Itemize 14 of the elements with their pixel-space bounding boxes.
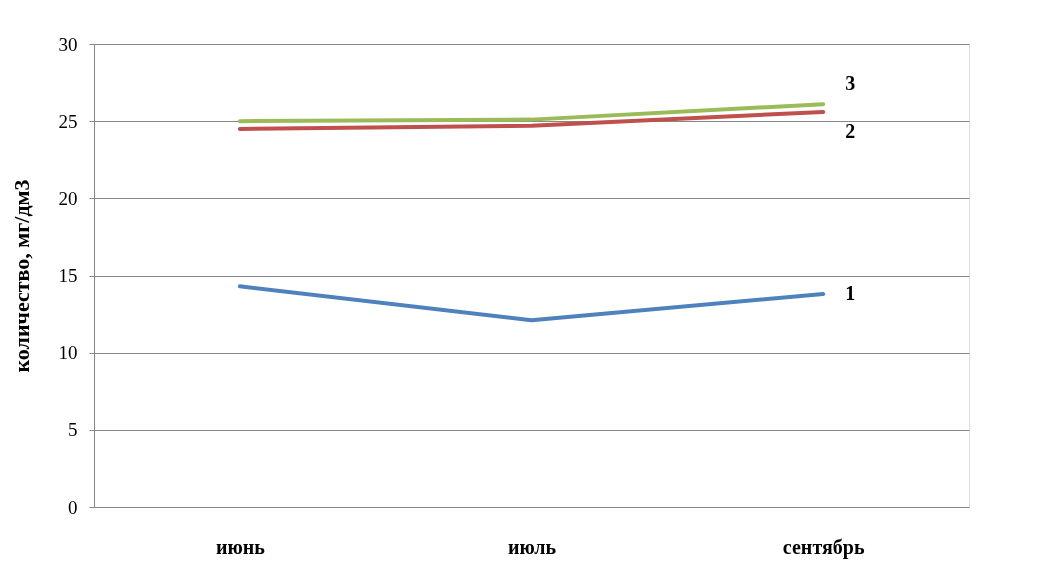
series-label: 2 [845, 119, 856, 142]
y-tick-label: 30 [58, 33, 78, 55]
y-tick-label: 5 [68, 419, 78, 441]
y-tick-label: 20 [58, 187, 78, 209]
y-tick-label: 10 [58, 342, 78, 364]
x-tick-label: июнь [215, 535, 266, 558]
y-tick-label: 0 [68, 496, 78, 518]
y-axis-title: количество, мг/дм3 [8, 179, 34, 373]
x-tick-label: июль [507, 535, 557, 558]
y-tick-label: 25 [58, 110, 78, 132]
series-label: 3 [845, 72, 856, 95]
series-label: 1 [845, 282, 856, 305]
y-tick-label: 15 [58, 265, 78, 286]
x-tick-label: сентябрь [782, 535, 865, 559]
